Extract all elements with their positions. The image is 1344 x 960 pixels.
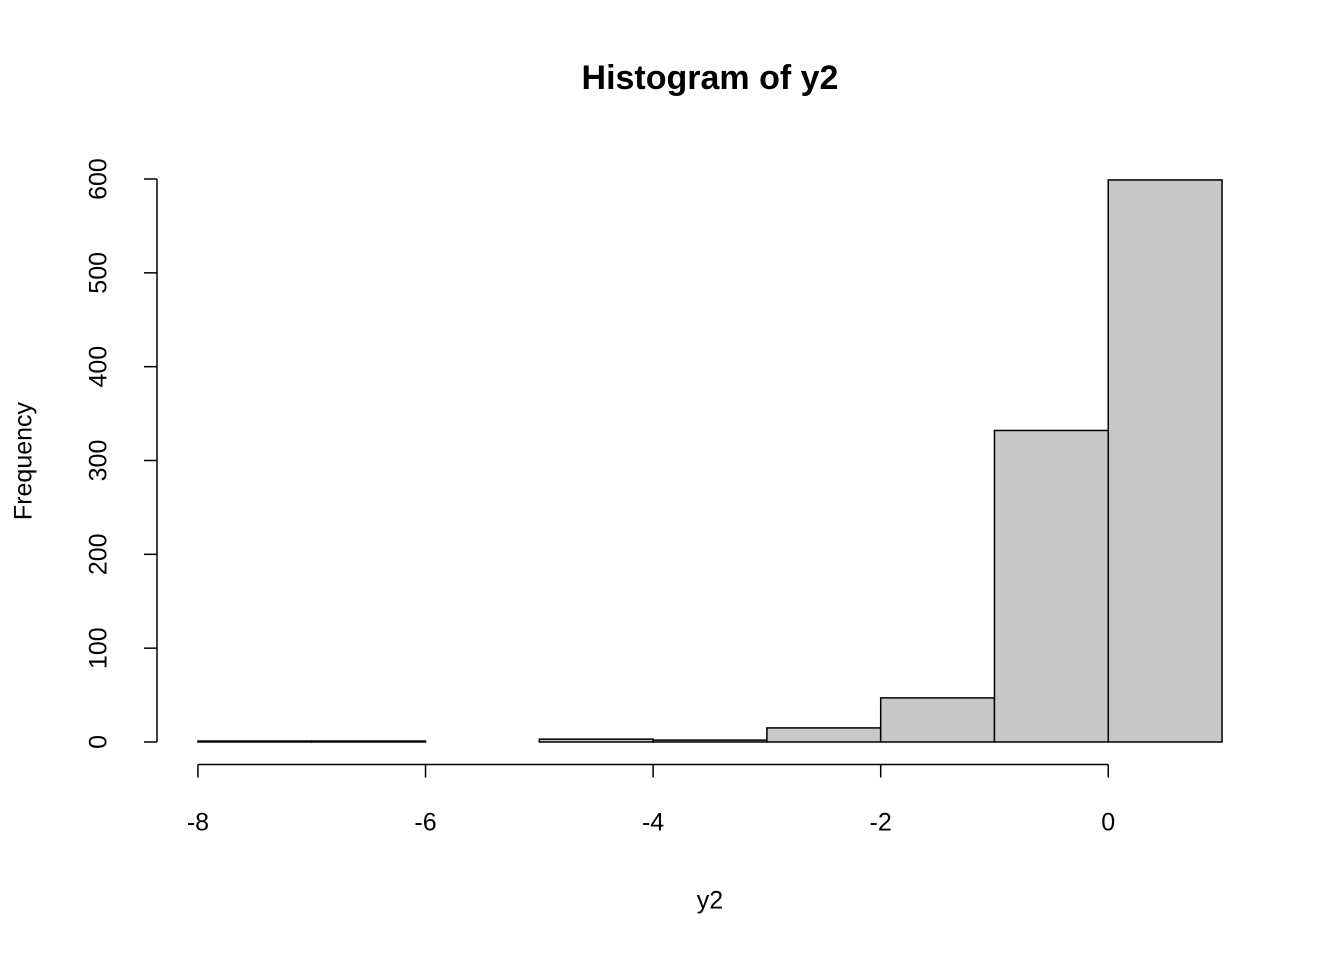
bar	[1107, 179, 1223, 743]
y-tick-label: 300	[85, 440, 113, 482]
x-tick-label: -8	[187, 809, 209, 837]
bar	[197, 740, 313, 743]
bar	[652, 739, 768, 743]
y-tick-label: 100	[85, 627, 113, 669]
bar	[538, 738, 654, 743]
x-axis-label: y2	[697, 887, 723, 915]
x-tick-label: 0	[1101, 809, 1115, 837]
y-tick-label: 500	[85, 252, 113, 294]
x-tick-label: -4	[642, 809, 664, 837]
y-tick-label: 600	[85, 158, 113, 200]
y-tick-label: 400	[85, 346, 113, 388]
bar	[766, 727, 882, 743]
x-tick-label: -6	[414, 809, 436, 837]
y-tick-label: 0	[85, 735, 113, 749]
x-tick-label: -2	[870, 809, 892, 837]
bar	[993, 429, 1110, 743]
bar	[879, 697, 996, 743]
chart-title: Histogram of y2	[582, 59, 839, 97]
y-axis-label: Frequency	[10, 401, 38, 520]
bar	[310, 740, 427, 743]
y-tick-label: 200	[85, 533, 113, 575]
